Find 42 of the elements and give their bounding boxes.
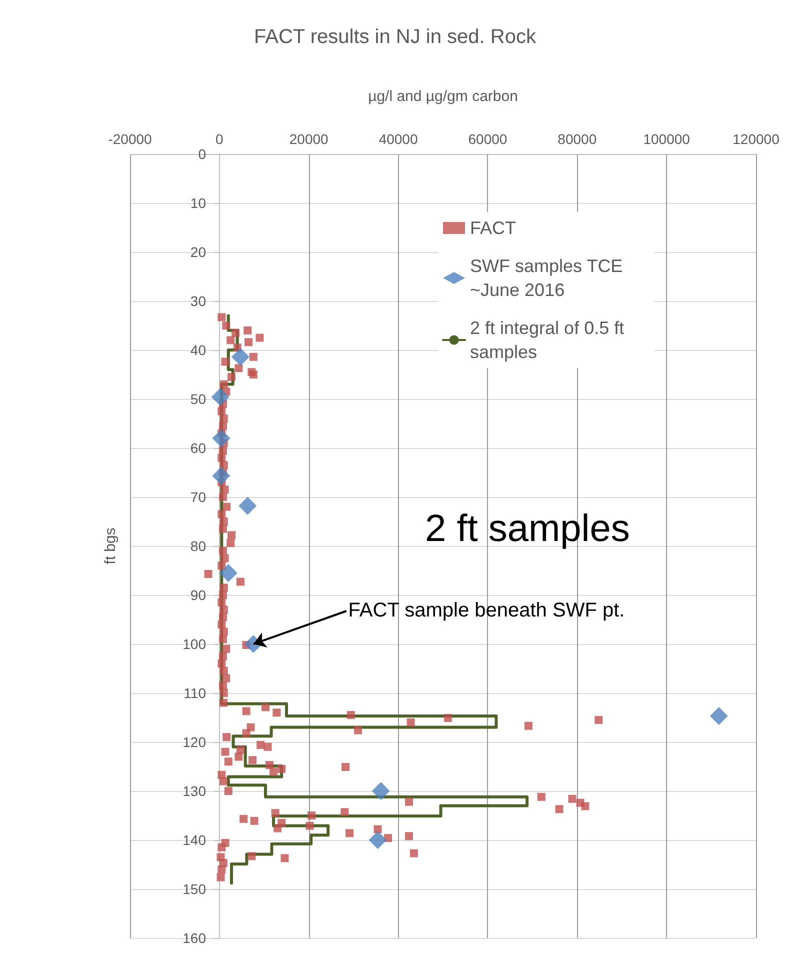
- y-tick-label: 70: [190, 489, 206, 505]
- y-tick-label: 30: [190, 293, 206, 309]
- y-tick-label: 110: [184, 685, 206, 701]
- y-tick-label: 150: [182, 881, 206, 897]
- x-tick-label: 100000: [643, 131, 690, 147]
- y-tick-label: 60: [190, 440, 206, 456]
- y-tick-label: 80: [190, 538, 206, 554]
- y-axis-title: ft bgs: [102, 528, 119, 564]
- point: [231, 348, 250, 366]
- x-axis-title: µg/l and µg/gm carbon: [368, 88, 518, 105]
- point: [212, 466, 230, 485]
- legend-label: 2 ft integral of 0.5 ft samples: [470, 318, 630, 362]
- y-tick-label: 40: [190, 342, 206, 358]
- legend-label: FACT: [470, 218, 516, 238]
- y-tick-label: 10: [190, 195, 206, 211]
- y-tick-label: 100: [182, 636, 206, 652]
- y-tick-label: 20: [190, 244, 206, 260]
- point: [238, 496, 257, 515]
- y-tick-label: 160: [182, 930, 206, 946]
- point: [219, 564, 238, 582]
- x-tick-label: 20000: [289, 131, 329, 147]
- y-tick-label: 140: [182, 832, 206, 848]
- x-tick-label: 80000: [558, 131, 597, 147]
- point: [211, 388, 230, 406]
- x-tick-label: 60000: [468, 131, 508, 147]
- chart-title: FACT results in NJ in sed. Rock: [254, 26, 537, 48]
- y-tick-label: 0: [198, 146, 206, 162]
- y-tick-label: 90: [190, 587, 206, 603]
- y-tick-label: 130: [182, 783, 206, 799]
- legend-label: SWF samples TCE ~June 2016: [470, 256, 628, 300]
- point: [368, 831, 387, 849]
- annotation: FACT sample beneath SWF pt.: [348, 599, 625, 622]
- point: [710, 707, 728, 726]
- point: [372, 782, 390, 800]
- x-tick-label: 120000: [732, 131, 780, 147]
- point: [212, 429, 230, 448]
- y-tick-label: 120: [182, 734, 206, 750]
- x-tick-label: 40000: [378, 131, 418, 147]
- x-tick-label: 0: [216, 131, 224, 147]
- annotation: 2 ft samples: [425, 508, 630, 550]
- x-tick-label: -20000: [108, 131, 152, 147]
- y-tick-label: 50: [190, 391, 206, 407]
